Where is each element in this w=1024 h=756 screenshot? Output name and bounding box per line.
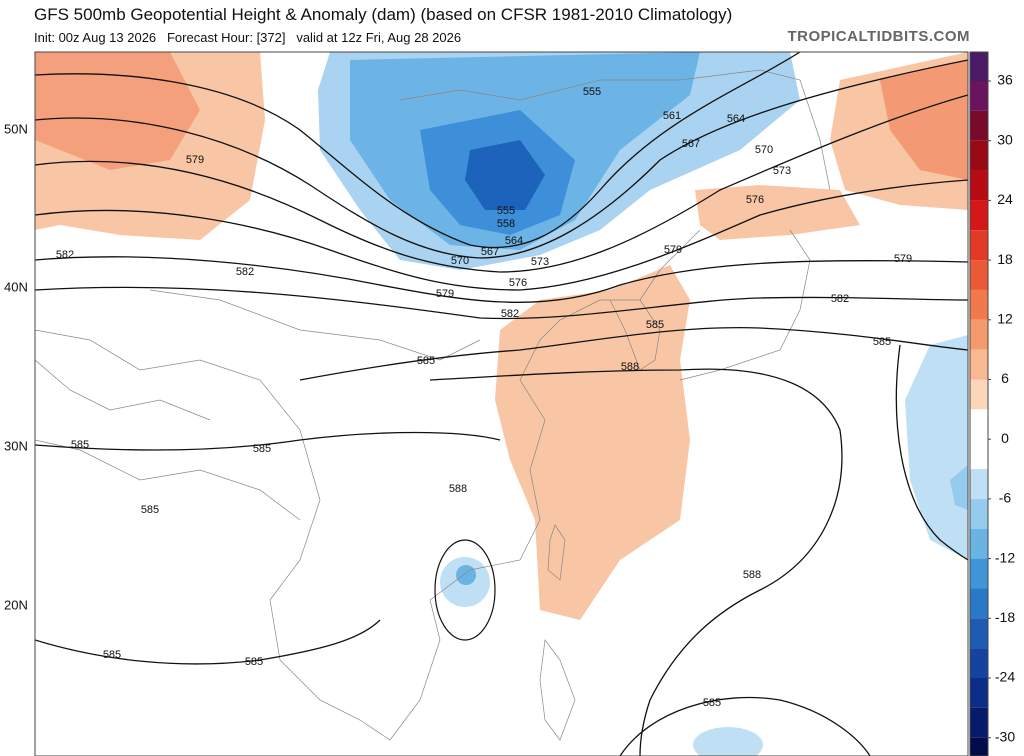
watermark: TROPICALTIDBITS.COM <box>787 28 970 45</box>
contour-label: 582 <box>831 293 849 305</box>
map-frame <box>34 51 969 756</box>
colorbar-swatch <box>970 110 988 141</box>
latitude-label: 50N <box>4 121 28 136</box>
colorbar-swatch <box>970 140 988 171</box>
contour-label: 570 <box>451 255 469 267</box>
colorbar-swatch <box>970 230 988 261</box>
contour-label: 564 <box>505 235 523 247</box>
colorbar-swatch <box>970 498 988 529</box>
colorbar-label: 12 <box>997 311 1013 327</box>
contour-label: 558 <box>497 218 515 230</box>
colorbar-swatch <box>970 707 988 738</box>
subtitle: Init: 00z Aug 13 2026 Forecast Hour: [37… <box>34 30 462 45</box>
colorbar-label: 18 <box>997 251 1013 267</box>
contour-label: 582 <box>236 266 254 278</box>
contour-label: 570 <box>755 144 773 156</box>
contour-label: 582 <box>56 249 74 261</box>
contour-label: 588 <box>743 569 761 581</box>
colorbar-label: -24 <box>995 669 1015 685</box>
colorbar-swatch <box>970 648 988 678</box>
contour-label: 573 <box>773 165 791 177</box>
contour-label: 588 <box>621 361 639 373</box>
contour-label: 567 <box>682 138 700 150</box>
contour-label: 585 <box>245 656 263 668</box>
contour-label: 564 <box>727 113 745 125</box>
colorbar-label: 30 <box>997 131 1013 147</box>
contour-label: 576 <box>746 194 764 206</box>
colorbar-swatch <box>970 737 988 756</box>
colorbar-swatch <box>970 678 988 708</box>
latitude-label: 20N <box>4 597 28 612</box>
colorbar-label: 0 <box>1001 430 1009 446</box>
contour-label: 585 <box>103 649 121 661</box>
colorbar-swatch <box>970 200 988 231</box>
colorbar-label: -30 <box>995 728 1015 744</box>
colorbar-swatch <box>970 81 988 111</box>
contour-label: 555 <box>583 86 601 98</box>
contour-label: 576 <box>509 277 527 289</box>
contour-label: 582 <box>501 308 519 320</box>
title: GFS 500mb Geopotential Height & Anomaly … <box>34 5 733 24</box>
colorbar-label: -12 <box>995 549 1015 565</box>
contour-label: 579 <box>436 288 454 300</box>
colorbar-swatch <box>970 170 988 201</box>
colorbar-swatch <box>970 289 988 320</box>
colorbar-swatch <box>970 52 988 81</box>
contour-label: 585 <box>71 439 89 451</box>
contour-label: 585 <box>417 355 435 367</box>
colorbar-swatch <box>970 260 988 290</box>
colorbar-label: 24 <box>997 191 1013 207</box>
contour-label: 579 <box>664 244 682 256</box>
colorbar-frame <box>969 51 989 756</box>
contour-label: 567 <box>481 246 499 258</box>
colorbar-swatch <box>970 409 988 440</box>
colorbar-swatch <box>970 379 988 410</box>
colorbar-swatch <box>970 558 988 589</box>
contour-label: 585 <box>253 443 271 455</box>
colorbar-label: 36 <box>997 72 1013 88</box>
contour-label: 561 <box>663 110 681 122</box>
contour-label: 555 <box>497 205 515 217</box>
colorbar-swatch <box>970 469 988 499</box>
contour-label: 585 <box>873 336 891 348</box>
colorbar-label: -18 <box>995 609 1015 625</box>
contour-label: 585 <box>141 504 159 516</box>
colorbar-swatch <box>970 588 988 619</box>
map-field: 5795825825795705675645585555735765825555… <box>35 52 968 756</box>
contour-label: 579 <box>894 253 912 265</box>
latitude-label: 30N <box>4 438 28 453</box>
latitude-label: 40N <box>4 279 28 294</box>
colorbar-swatch <box>970 319 988 350</box>
contour-label: 579 <box>186 154 204 166</box>
contour-label: 588 <box>449 483 467 495</box>
colorbar-label: -6 <box>999 490 1012 506</box>
contour-label: 585 <box>703 697 721 709</box>
colorbar-swatch <box>970 349 988 380</box>
colorbar-swatch <box>970 439 988 470</box>
colorbar-swatch <box>970 528 988 559</box>
contour-label: 573 <box>531 256 549 268</box>
contour-label: 585 <box>646 319 664 331</box>
colorbar-swatch <box>970 618 988 649</box>
colorbar-label: 6 <box>1001 370 1009 386</box>
